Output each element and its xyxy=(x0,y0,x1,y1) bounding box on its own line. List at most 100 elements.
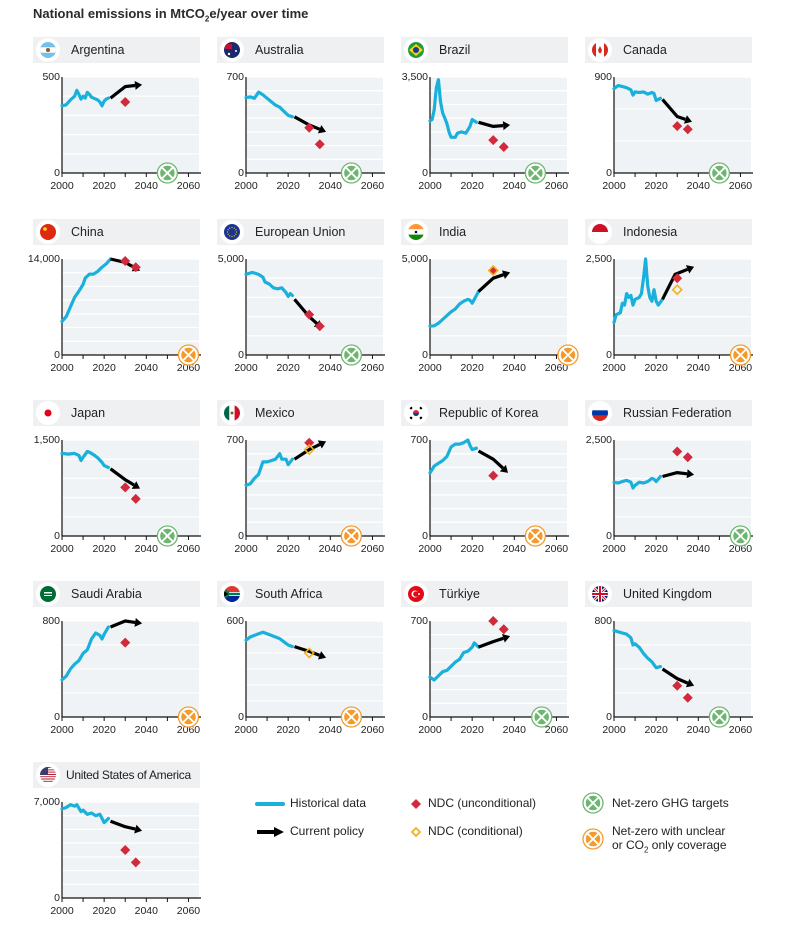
y-tick-label: 900 xyxy=(594,71,612,83)
x-tick-label: 2020 xyxy=(460,543,484,555)
y-tick-label: 0 xyxy=(54,167,60,179)
netzero-ghg-marker xyxy=(340,162,363,184)
x-tick-label: 2060 xyxy=(729,543,753,555)
y-tick-label: 700 xyxy=(410,615,428,627)
y-tick-label: 5,000 xyxy=(402,253,428,265)
x-tick-label: 2040 xyxy=(503,724,527,736)
y-tick-label: 0 xyxy=(422,349,428,361)
current-policy-arrowhead xyxy=(134,618,143,627)
country-name: Saudi Arabia xyxy=(71,587,142,601)
panel-header: Australia xyxy=(217,37,384,63)
current-policy-line xyxy=(294,645,321,657)
flag-indonesia-icon xyxy=(588,220,612,244)
x-tick-label: 2060 xyxy=(361,362,385,374)
historical-line xyxy=(244,630,295,649)
x-tick-label: 2000 xyxy=(50,362,74,374)
flag-eu-icon xyxy=(220,220,244,244)
historical-line xyxy=(60,803,111,825)
x-tick-label: 2060 xyxy=(361,724,385,736)
x-tick-label: 2000 xyxy=(50,180,74,192)
panel-header: China xyxy=(33,219,200,245)
chart-panel: Brazil 2000 2020 2040 2060 0 3,500 xyxy=(401,37,571,209)
y-tick-label: 0 xyxy=(422,711,428,723)
y-tick-label: 0 xyxy=(238,349,244,361)
panel-header: Brazil xyxy=(401,37,568,63)
country-name: Türkiye xyxy=(439,587,480,601)
current-policy-arrowhead xyxy=(499,464,508,473)
historical-line xyxy=(428,438,479,475)
y-tick-label: 0 xyxy=(54,349,60,361)
country-name: Australia xyxy=(255,43,304,57)
ndc-unconditional-marker xyxy=(488,616,499,626)
current-policy-arrowhead xyxy=(131,481,140,489)
flag-brazil-icon xyxy=(404,38,428,62)
ndc-conditional-marker xyxy=(671,284,683,296)
historical-line-icon xyxy=(255,802,285,806)
legend-netzero-ghg-label: Net-zero GHG targets xyxy=(612,796,729,810)
chart-title: National emissions in MtCO2e/year over t… xyxy=(33,6,308,24)
flag-canada-icon xyxy=(588,38,612,62)
current-policy-line xyxy=(478,120,504,129)
ndc-unconditional-diamond-icon xyxy=(411,799,421,809)
y-tick-label: 0 xyxy=(606,167,612,179)
current-policy-arrowhead xyxy=(685,265,695,274)
policy-arrow-icon xyxy=(257,827,284,837)
x-tick-label: 2040 xyxy=(319,724,343,736)
plot-background xyxy=(430,440,567,536)
ndc-unconditional-marker xyxy=(488,470,499,481)
ndc-unconditional-marker xyxy=(304,309,315,320)
historical-line xyxy=(60,449,111,470)
x-tick-label: 2040 xyxy=(687,180,711,192)
historical-line xyxy=(428,78,479,139)
title-tail: e/year over time xyxy=(209,6,309,21)
x-tick-label: 2040 xyxy=(503,362,527,374)
panel-header: India xyxy=(401,219,568,245)
plot-area: 2000 2020 2040 2060 0 14,000 xyxy=(28,253,201,374)
historical-line xyxy=(244,270,295,299)
panel-header: Russian Federation xyxy=(585,400,752,426)
x-tick-label: 2000 xyxy=(234,180,258,192)
netzero-ghg-marker xyxy=(708,162,731,184)
plot-area: 2000 2020 2040 2060 0 7,000 xyxy=(34,796,201,917)
ndc-unconditional-marker xyxy=(304,122,315,133)
flag-argentina-icon xyxy=(36,38,60,62)
country-name: Indonesia xyxy=(623,225,678,239)
historical-line xyxy=(60,88,111,108)
y-tick-label: 800 xyxy=(42,615,60,627)
y-tick-label: 7,000 xyxy=(34,796,60,808)
ndc-unconditional-marker xyxy=(130,262,141,273)
current-policy-line xyxy=(109,819,136,831)
historical-line xyxy=(612,629,663,670)
y-tick-label: 0 xyxy=(54,892,60,904)
netzero-unclear-marker xyxy=(340,706,363,728)
current-policy-line xyxy=(661,667,689,685)
current-policy-arrowhead xyxy=(683,115,692,124)
x-tick-label: 2020 xyxy=(276,180,300,192)
ndc-unconditional-marker xyxy=(682,692,693,703)
y-tick-label: 0 xyxy=(238,167,244,179)
current-policy-line xyxy=(662,470,688,479)
plot-area: 2000 2020 2040 2060 0 3,500 xyxy=(402,71,569,192)
plot-area: 2000 2020 2040 2060 0 600 xyxy=(226,615,385,736)
x-tick-label: 2020 xyxy=(644,362,668,374)
plot-area: 2000 2020 2040 2060 0 700 xyxy=(226,71,385,192)
panel-header: Türkiye xyxy=(401,581,568,607)
current-policy-arrowhead xyxy=(686,469,695,479)
plot-area: 2000 2020 2040 2060 0 800 xyxy=(594,615,753,736)
historical-line xyxy=(428,641,481,682)
x-tick-label: 2040 xyxy=(503,180,527,192)
legend-ndc-unconditional-label: NDC (unconditional) xyxy=(428,796,537,810)
ndc-unconditional-marker xyxy=(120,482,131,493)
x-tick-label: 2040 xyxy=(687,543,711,555)
plot-area: 2000 2020 2040 2060 0 900 xyxy=(594,71,753,192)
flag-india-icon xyxy=(404,220,428,244)
plot-background xyxy=(246,259,383,355)
chart-panel: European Union 2000 2020 2040 2060 0 5,000 xyxy=(217,219,387,391)
legend-netzero-unclear-line1: Net-zero with unclear xyxy=(612,824,726,838)
x-tick-label: 2000 xyxy=(602,362,626,374)
plot-background xyxy=(614,440,751,536)
chart-panel: Türkiye 2000 2020 2040 2060 0 700 xyxy=(401,581,571,753)
ndc-unconditional-marker xyxy=(304,437,315,448)
plot-background xyxy=(62,77,199,173)
x-tick-label: 2060 xyxy=(177,362,201,374)
